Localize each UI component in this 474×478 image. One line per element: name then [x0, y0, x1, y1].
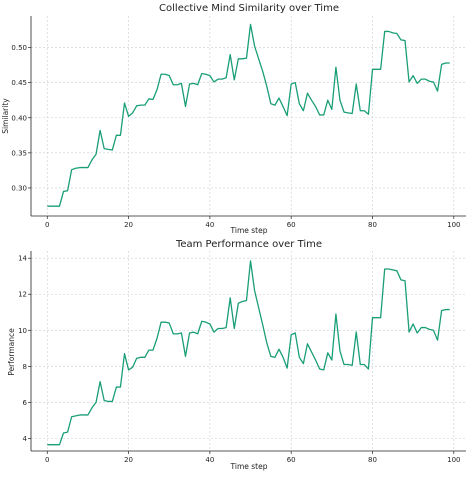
performance-y-tick-label: 14 [18, 255, 27, 263]
similarity-chart-title: Collective Mind Similarity over Time [159, 3, 339, 14]
similarity-x-tick-label: 0 [45, 221, 49, 229]
performance-y-tick-label: 6 [23, 399, 28, 407]
performance-x-tick-label: 100 [447, 456, 460, 464]
similarity-x-tick-label: 80 [368, 221, 377, 229]
similarity-x-tick-label: 40 [205, 221, 214, 229]
similarity-series-line [47, 23, 450, 207]
similarity-y-tick-label: 0.50 [11, 44, 27, 52]
performance-x-axis-label: Time step [230, 462, 268, 471]
performance-x-tick-label: 40 [205, 456, 214, 464]
similarity-y-tick-label: 0.45 [11, 79, 27, 87]
similarity-x-axis-label: Time step [230, 226, 268, 235]
performance-chart-panel: Team Performance over Time Time step Per… [7, 239, 466, 471]
performance-y-tick-label: 4 [23, 435, 28, 443]
performance-x-tick-label: 60 [287, 456, 296, 464]
similarity-y-tick-label: 0.35 [11, 149, 27, 157]
similarity-x-tick-label: 100 [447, 221, 460, 229]
performance-y-tick-label: 12 [18, 291, 27, 299]
performance-series-line [47, 260, 450, 446]
performance-x-tick-label: 80 [368, 456, 377, 464]
performance-chart-title: Team Performance over Time [175, 239, 322, 250]
performance-y-axis-label: Performance [7, 328, 16, 376]
similarity-y-tick-label: 0.30 [11, 184, 27, 192]
similarity-chart-panel: Collective Mind Similarity over Time Tim… [1, 3, 466, 235]
performance-x-tick-label: 0 [45, 456, 49, 464]
similarity-x-tick-label: 20 [124, 221, 133, 229]
performance-x-tick-label: 20 [124, 456, 133, 464]
performance-y-tick-label: 8 [23, 363, 27, 371]
similarity-y-tick-label: 0.40 [11, 114, 27, 122]
similarity-y-axis-label: Similarity [1, 98, 10, 134]
performance-y-tick-label: 10 [18, 327, 27, 335]
performance-grid [31, 251, 466, 451]
similarity-x-tick-label: 60 [287, 221, 296, 229]
